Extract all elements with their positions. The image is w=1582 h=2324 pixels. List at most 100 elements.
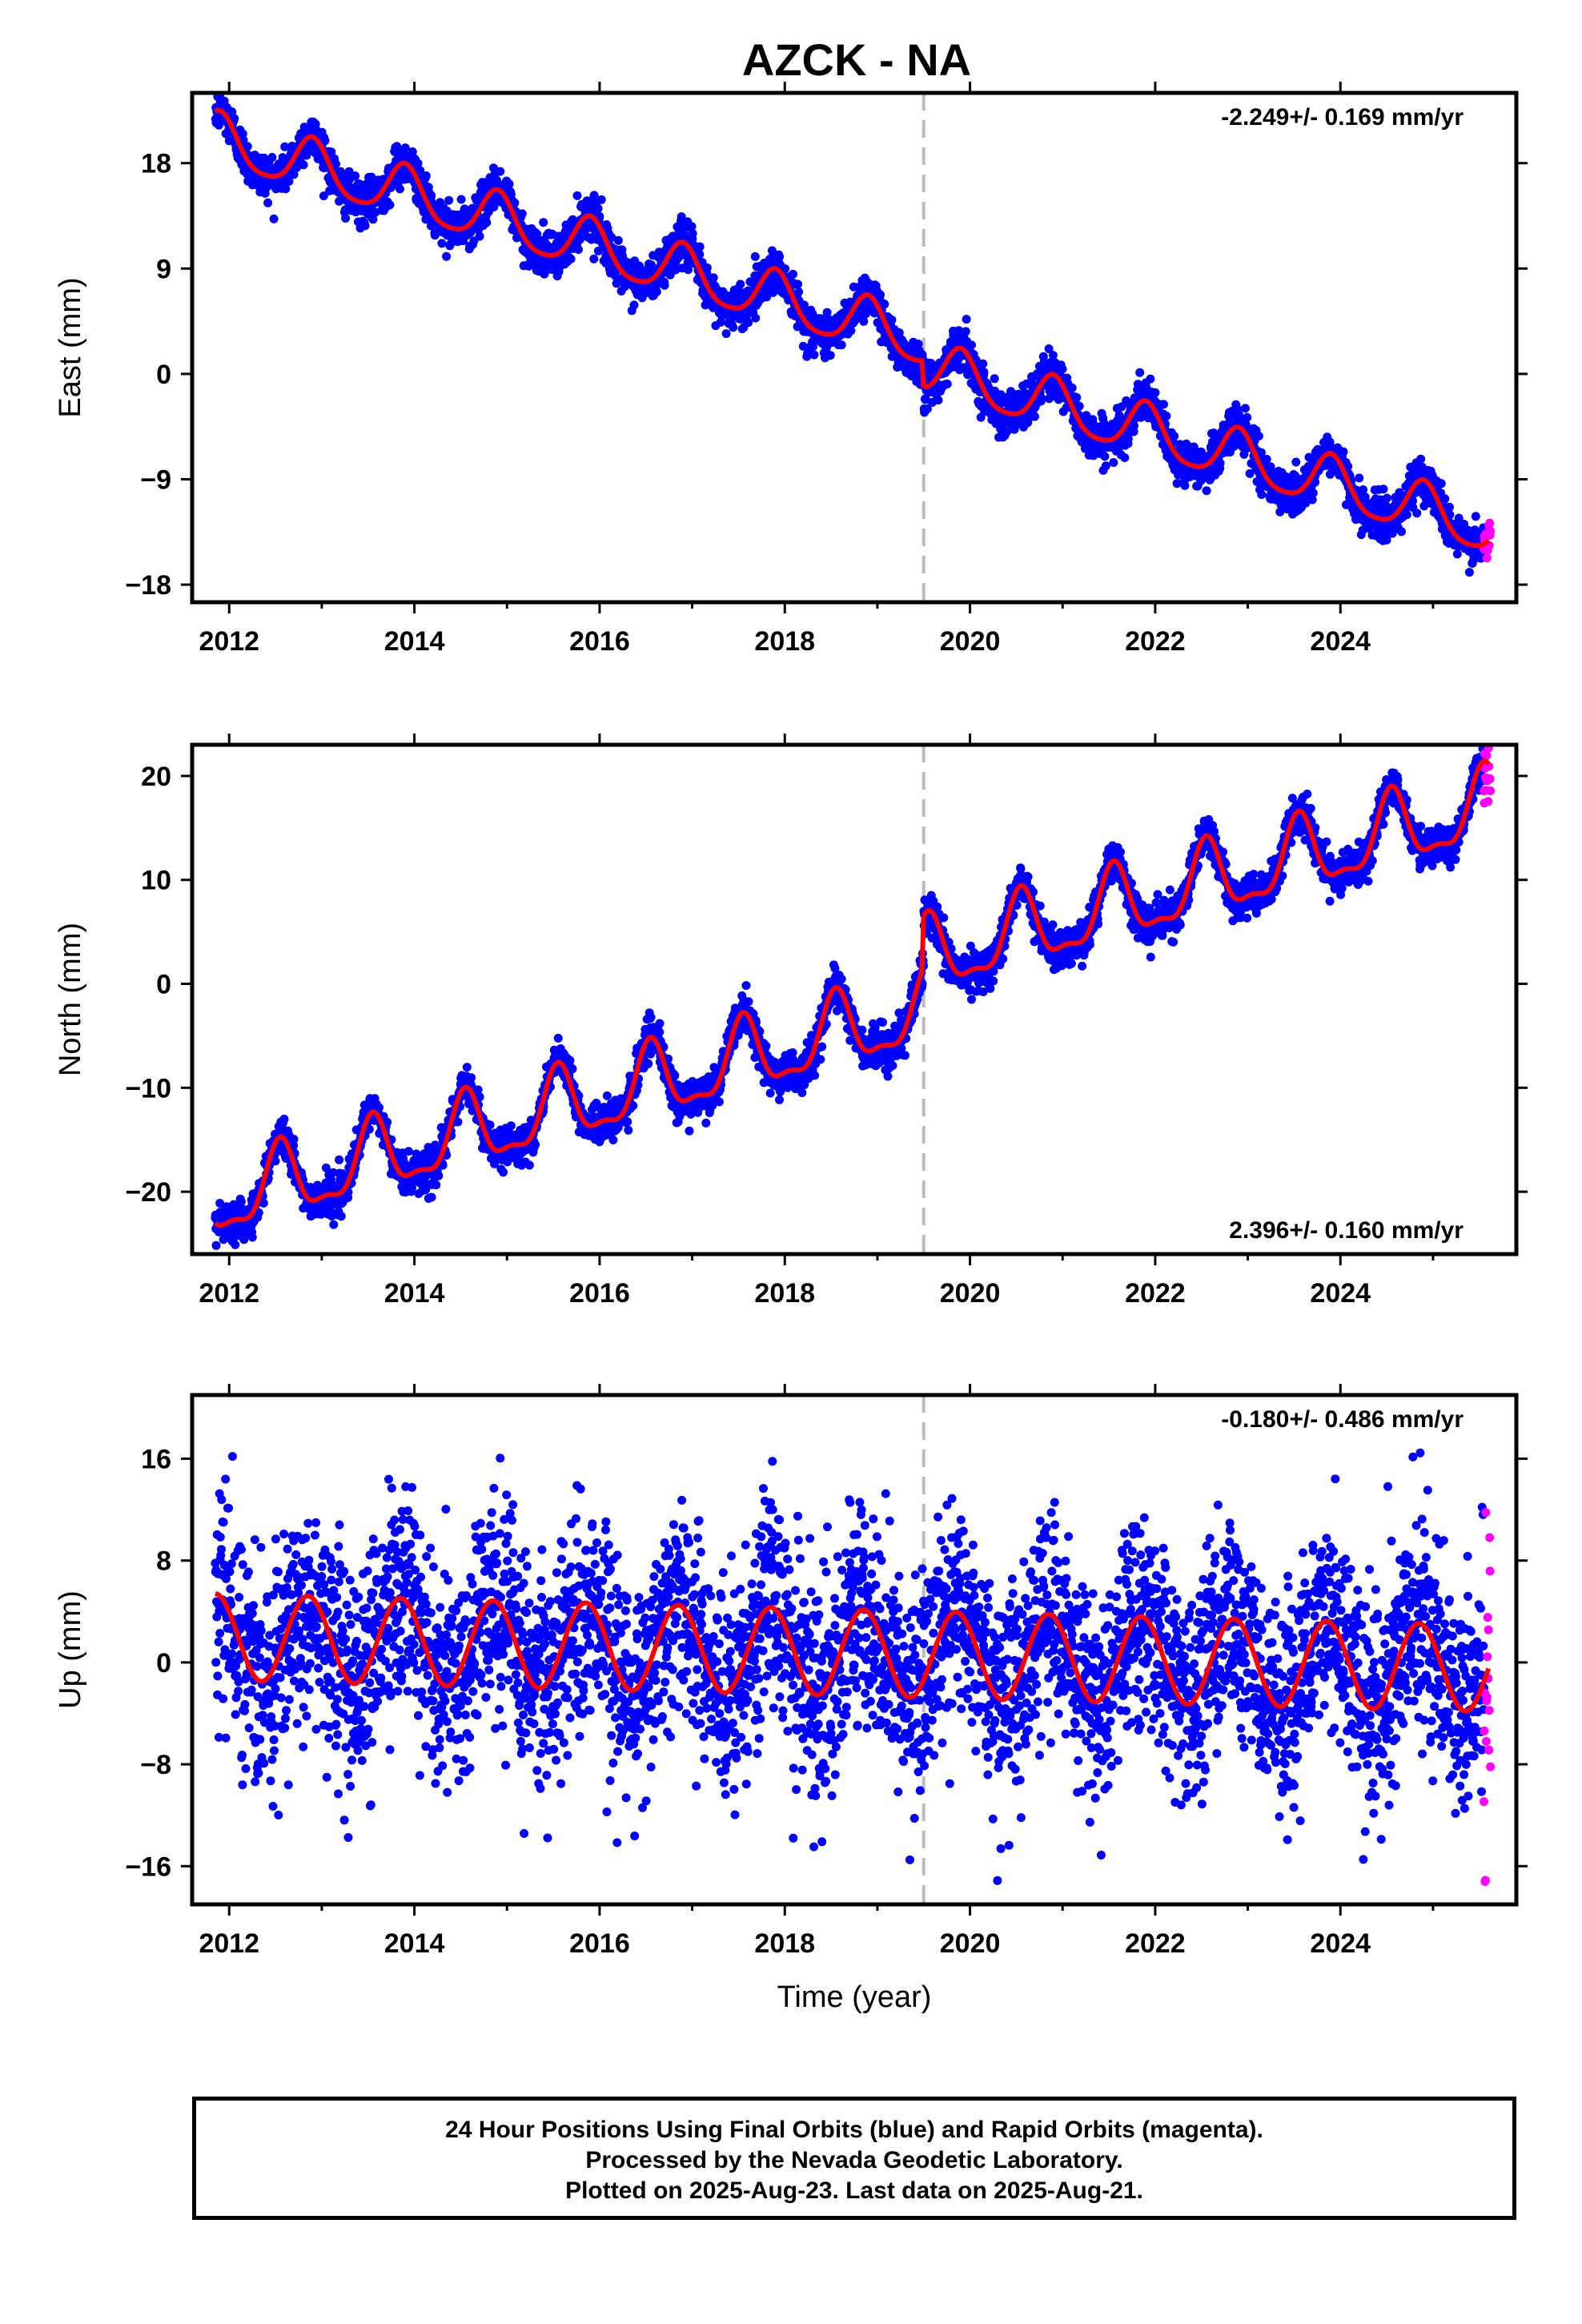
final-orbit-point <box>413 159 423 168</box>
final-orbit-point <box>231 1240 240 1249</box>
final-orbit-point <box>279 1114 289 1124</box>
final-orbit-point <box>750 251 760 261</box>
final-orbit-point <box>284 176 294 186</box>
final-orbit-point <box>1072 392 1082 402</box>
final-orbit-point <box>1254 432 1263 440</box>
final-orbit-point <box>1117 402 1126 412</box>
final-orbit-point <box>1010 424 1019 434</box>
final-orbit-point <box>496 167 505 176</box>
rapid-orbit-point <box>1486 526 1496 536</box>
final-orbit-point <box>922 404 932 413</box>
final-orbit-point <box>1150 388 1160 397</box>
final-orbit-point <box>1379 485 1388 494</box>
final-orbit-point <box>320 136 330 146</box>
final-orbit-point <box>269 214 279 223</box>
final-orbit-point <box>329 1220 339 1229</box>
final-orbit-point <box>695 250 705 259</box>
final-orbit-point <box>1402 510 1411 520</box>
final-orbit-point <box>1120 453 1130 462</box>
final-orbit-point <box>589 254 599 263</box>
final-orbit-point <box>1243 412 1252 422</box>
final-orbit-point <box>687 222 697 231</box>
final-orbit-point <box>822 308 832 317</box>
final-orbit-point <box>876 290 885 300</box>
rate-label: -2.249+/- 0.169 mm/yr <box>1221 104 1464 131</box>
final-orbit-point <box>589 191 599 200</box>
final-orbit-point <box>684 265 693 275</box>
final-orbit-point <box>652 287 661 296</box>
x-tick-label: 2012 <box>199 626 259 657</box>
final-orbit-point <box>794 287 804 296</box>
final-orbit-point <box>404 1147 413 1156</box>
final-orbit-point <box>1180 480 1190 490</box>
final-orbit-point <box>1159 400 1168 409</box>
final-orbit-point <box>913 340 923 348</box>
final-orbit-point <box>351 171 360 181</box>
final-orbit-point <box>596 195 606 204</box>
final-orbit-point <box>239 135 248 145</box>
final-orbit-point <box>336 1212 346 1221</box>
final-orbit-point <box>416 166 425 175</box>
final-orbit-point <box>299 160 308 170</box>
final-orbit-point <box>926 359 936 368</box>
final-orbit-point <box>709 273 718 283</box>
x-tick-label: 2018 <box>754 626 815 657</box>
final-orbit-point <box>517 209 527 219</box>
final-orbit-point <box>263 198 273 207</box>
final-orbit-point <box>1359 485 1368 494</box>
final-orbit-point <box>978 359 988 368</box>
final-orbit-point <box>572 191 582 200</box>
chart-title: AZCK - NA <box>741 34 972 85</box>
final-orbit-point <box>793 279 802 289</box>
y-tick-label: −9 <box>140 464 171 495</box>
final-orbit-point <box>289 170 299 179</box>
final-orbit-point <box>227 107 237 117</box>
final-orbit-point <box>1382 493 1391 503</box>
y-tick-label: 18 <box>141 149 171 179</box>
final-orbit-point <box>236 1197 246 1207</box>
final-orbit-point <box>880 300 889 309</box>
final-orbit-point <box>825 351 835 360</box>
final-orbit-point <box>1202 486 1211 496</box>
final-orbit-point <box>1240 404 1250 413</box>
final-orbit-point <box>1170 432 1179 441</box>
final-orbit-point <box>593 246 603 255</box>
final-orbit-point <box>532 229 542 239</box>
final-orbit-point <box>629 300 639 310</box>
final-orbit-point <box>1464 568 1474 577</box>
final-orbit-point <box>211 78 219 86</box>
final-orbit-point <box>1067 383 1077 392</box>
final-orbit-point <box>466 227 476 237</box>
final-orbit-point <box>1325 469 1335 479</box>
final-orbit-point <box>1101 461 1110 471</box>
final-orbit-point <box>1123 434 1133 444</box>
y-tick-label: 0 <box>156 360 171 390</box>
final-orbit-point <box>1245 468 1255 478</box>
final-orbit-point <box>962 315 971 324</box>
x-tick-label: 2022 <box>1125 626 1186 657</box>
final-orbit-point <box>1256 448 1266 457</box>
final-orbit-point <box>539 218 548 227</box>
final-orbit-point <box>1044 344 1054 353</box>
final-orbit-point <box>1412 509 1422 518</box>
final-orbit-point <box>677 212 686 222</box>
final-orbit-point <box>1471 512 1480 521</box>
final-orbit-point <box>979 368 989 377</box>
final-orbit-point <box>319 191 328 201</box>
final-orbit-point <box>444 195 454 205</box>
final-orbit-point <box>1311 477 1320 487</box>
final-orbit-point <box>688 229 697 239</box>
final-orbit-point <box>1355 473 1364 483</box>
final-orbit-point <box>660 280 669 290</box>
rapid-orbit-point <box>1482 553 1492 563</box>
final-orbit-point <box>751 313 761 323</box>
data-points-north <box>211 745 1496 1250</box>
x-tick-label: 2016 <box>569 626 630 657</box>
final-orbit-point <box>1307 495 1317 505</box>
final-orbit-point <box>566 254 576 263</box>
final-orbit-point <box>243 142 252 151</box>
final-orbit-point <box>1038 394 1047 404</box>
final-orbit-point <box>510 198 520 207</box>
